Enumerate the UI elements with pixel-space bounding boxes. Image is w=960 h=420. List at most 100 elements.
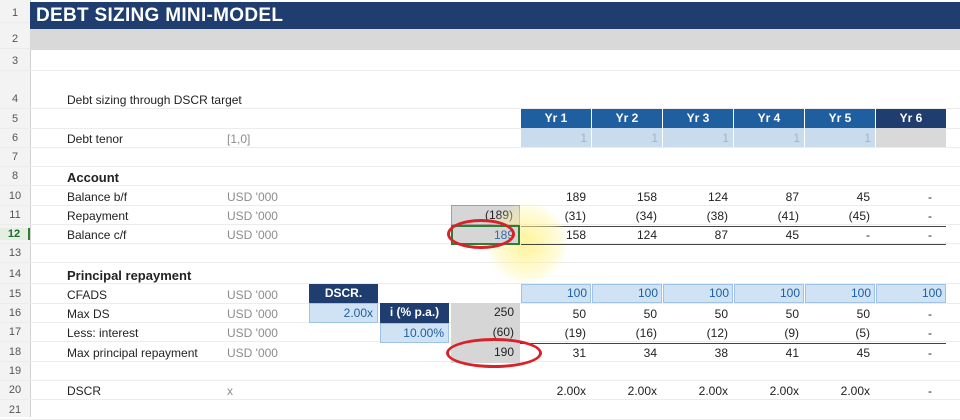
row-number[interactable]: 17 [8, 326, 22, 338]
cfads-yr3[interactable]: 100 [663, 284, 733, 303]
cfads-label: CFADS [67, 288, 108, 302]
max-ds-yr3[interactable]: 50 [714, 307, 728, 321]
balance-bf-yr2[interactable]: 158 [636, 190, 657, 204]
less-interest-yr1[interactable]: (19) [564, 326, 586, 340]
balance-cf-yr6[interactable]: - [928, 228, 932, 242]
balance-bf-yr3[interactable]: 124 [707, 190, 728, 204]
less-interest-yr2[interactable]: (16) [635, 326, 657, 340]
tenor-flag-cell[interactable]: 1 [592, 128, 662, 147]
max-principal-unit: USD '000 [227, 346, 278, 360]
grid-line [0, 380, 960, 381]
row-number[interactable]: 1 [11, 7, 19, 19]
row-number[interactable]: 11 [9, 209, 21, 221]
tenor-flag-cell[interactable] [876, 128, 946, 147]
row-number[interactable]: 13 [8, 247, 22, 259]
year-header-3[interactable]: Yr 3 [663, 109, 733, 128]
cfads-unit: USD '000 [227, 288, 278, 302]
tenor-flag-cell[interactable]: 1 [521, 128, 591, 147]
balance-bf-yr4[interactable]: 87 [785, 190, 799, 204]
repayment-yr6[interactable]: - [928, 209, 932, 223]
max-principal-yr1[interactable]: 31 [572, 346, 586, 360]
max-ds-yr6[interactable]: - [928, 307, 932, 321]
dscr-input-field[interactable]: 2.00x [309, 303, 378, 323]
balance-cf-yr3[interactable]: 87 [714, 228, 728, 242]
balance-cf-yr5[interactable]: - [866, 228, 870, 242]
row-number[interactable]: 12 [0, 228, 30, 240]
max-principal-yr5[interactable]: 45 [856, 346, 870, 360]
year-header-6[interactable]: Yr 6 [876, 109, 946, 128]
principal-heading: Principal repayment [67, 268, 192, 283]
row-number[interactable]: 21 [8, 404, 22, 416]
repayment-yr3[interactable]: (38) [706, 209, 728, 223]
repayment-yr5[interactable]: (45) [848, 209, 870, 223]
row-number[interactable]: 10 [8, 190, 22, 202]
dscr-yr4[interactable]: 2.00x [769, 384, 799, 398]
less-interest-yr4[interactable]: (9) [784, 326, 799, 340]
row-number[interactable]: 6 [11, 132, 19, 144]
row-number[interactable]: 15 [8, 288, 22, 300]
max-ds-total-cell[interactable]: 250 [451, 303, 520, 323]
repayment-yr2[interactable]: (34) [635, 209, 657, 223]
balance-bf-yr6[interactable]: - [928, 190, 932, 204]
balance-bf-yr1[interactable]: 189 [565, 190, 586, 204]
grid-line [0, 128, 960, 129]
less-interest-yr3[interactable]: (12) [706, 326, 728, 340]
row-number[interactable]: 20 [8, 384, 22, 396]
grid-line [0, 166, 960, 167]
max-ds-yr5[interactable]: 50 [856, 307, 870, 321]
row-number[interactable]: 2 [11, 33, 19, 45]
row-number[interactable]: 16 [8, 307, 22, 319]
max-ds-yr4[interactable]: 50 [785, 307, 799, 321]
cfads-yr2[interactable]: 100 [592, 284, 662, 303]
dscr-unit: x [227, 384, 233, 398]
row-number[interactable]: 14 [8, 268, 22, 280]
tenor-flag-cell[interactable]: 1 [805, 128, 875, 147]
less-interest-label: Less: interest [67, 326, 139, 340]
row-number[interactable]: 4 [11, 93, 19, 105]
dscr-yr3[interactable]: 2.00x [698, 384, 728, 398]
row-header-column [0, 0, 31, 417]
year-header-5[interactable]: Yr 5 [805, 109, 875, 128]
max-ds-yr2[interactable]: 50 [643, 307, 657, 321]
balance-bf-label: Balance b/f [67, 190, 128, 204]
row-number[interactable]: 7 [11, 151, 19, 163]
debt-tenor-unit: [1,0] [227, 132, 251, 146]
max-principal-yr6[interactable]: - [928, 346, 932, 360]
dscr-label: DSCR [67, 384, 102, 398]
balance-cf-yr1[interactable]: 158 [565, 228, 586, 242]
max-ds-yr1[interactable]: 50 [572, 307, 586, 321]
year-header-2[interactable]: Yr 2 [592, 109, 662, 128]
row-number[interactable]: 18 [8, 346, 22, 358]
row-number[interactable]: 8 [11, 170, 19, 182]
cfads-yr1[interactable]: 100 [521, 284, 591, 303]
dscr-yr5[interactable]: 2.00x [840, 384, 870, 398]
row-number[interactable]: 5 [11, 113, 19, 125]
interest-input-field[interactable]: 10.00% [380, 323, 449, 343]
max-principal-yr2[interactable]: 34 [643, 346, 657, 360]
row-number[interactable]: 3 [11, 55, 19, 67]
less-interest-yr6[interactable]: - [928, 326, 932, 340]
balance-cf-label: Balance c/f [67, 228, 127, 242]
dscr-yr1[interactable]: 2.00x [556, 384, 586, 398]
cfads-yr5[interactable]: 100 [805, 284, 875, 303]
dscr-yr6[interactable]: - [928, 384, 932, 398]
dscr-yr2[interactable]: 2.00x [627, 384, 657, 398]
max-principal-yr4[interactable]: 41 [785, 346, 799, 360]
grid-line [0, 147, 960, 148]
tenor-flag-cell[interactable]: 1 [663, 128, 733, 147]
balance-cf-yr2[interactable]: 124 [636, 228, 657, 242]
repayment-yr1[interactable]: (31) [564, 209, 586, 223]
repayment-yr4[interactable]: (41) [777, 209, 799, 223]
max-principal-yr3[interactable]: 38 [714, 346, 728, 360]
balance-bf-yr5[interactable]: 45 [856, 190, 870, 204]
year-header-4[interactable]: Yr 4 [734, 109, 804, 128]
cfads-yr6[interactable]: 100 [876, 284, 946, 303]
balance-cf-yr4[interactable]: 45 [785, 228, 799, 242]
cfads-yr4[interactable]: 100 [734, 284, 804, 303]
less-interest-yr5[interactable]: (5) [855, 326, 870, 340]
highlight-ring [447, 219, 515, 249]
year-header-1[interactable]: Yr 1 [521, 109, 591, 128]
row-number[interactable]: 19 [8, 365, 22, 377]
title-band [30, 2, 960, 29]
tenor-flag-cell[interactable]: 1 [734, 128, 804, 147]
